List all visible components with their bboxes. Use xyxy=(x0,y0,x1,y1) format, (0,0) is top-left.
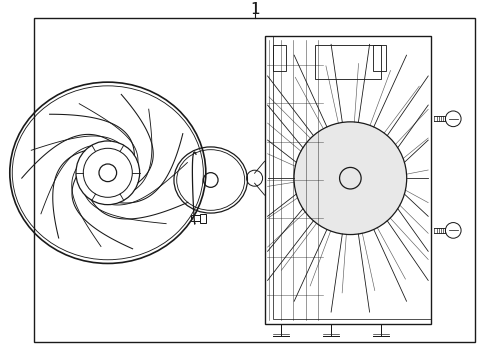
Bar xyxy=(265,36,431,324)
Bar xyxy=(315,45,381,79)
Bar xyxy=(200,215,206,223)
Circle shape xyxy=(294,122,407,235)
Bar xyxy=(373,45,386,71)
Bar xyxy=(272,36,431,319)
Bar xyxy=(273,45,286,71)
Bar xyxy=(191,215,200,221)
Text: 1: 1 xyxy=(250,2,260,17)
